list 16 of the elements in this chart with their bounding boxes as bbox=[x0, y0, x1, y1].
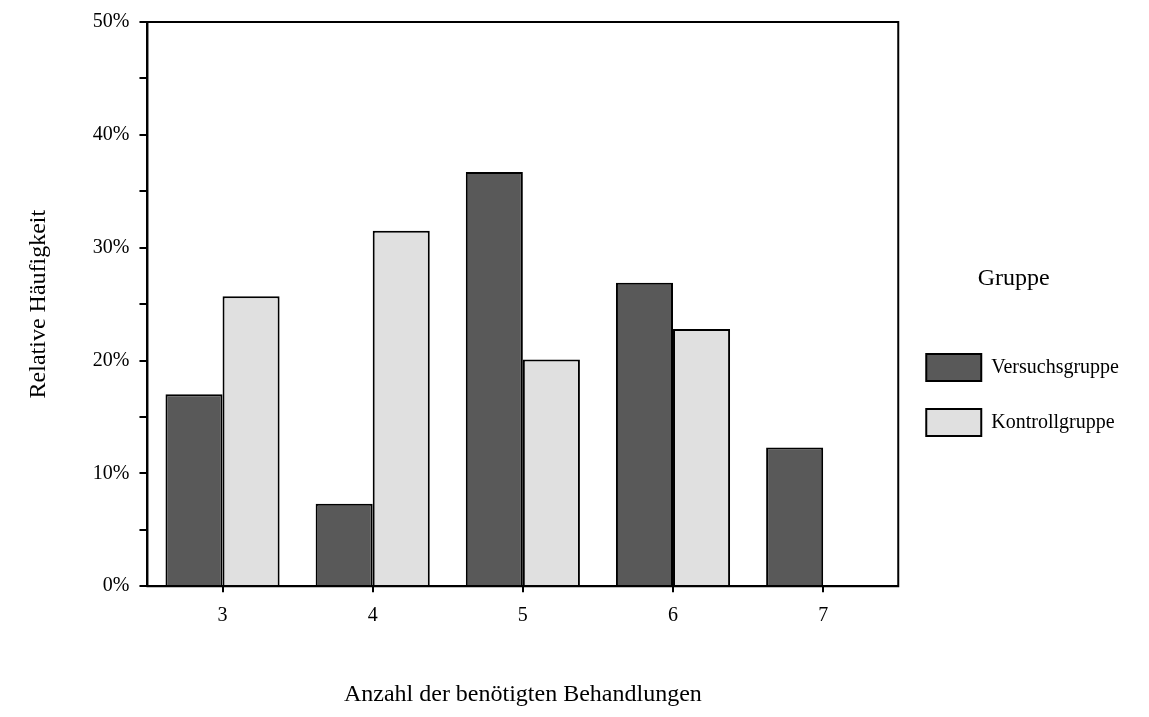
y-tick-label: 40% bbox=[92, 122, 130, 145]
legend-label: Kontrollgruppe bbox=[991, 409, 1115, 433]
x-tick-label: 5 bbox=[517, 603, 528, 626]
y-axis-title: Relative Häufigkeit bbox=[23, 209, 50, 399]
legend-label: Versuchsgruppe bbox=[991, 354, 1120, 378]
legend-title: Gruppe bbox=[977, 264, 1050, 291]
x-tick-label: 6 bbox=[668, 603, 679, 626]
x-tick-label: 4 bbox=[367, 603, 378, 626]
x-axis-title: Anzahl der benötigten Behandlungen bbox=[343, 679, 702, 706]
x-tick-label: 7 bbox=[818, 603, 829, 626]
y-tick-label: 10% bbox=[92, 460, 130, 483]
y-tick-label: 30% bbox=[92, 234, 130, 257]
y-tick-label: 0% bbox=[102, 573, 130, 596]
y-tick-label: 50% bbox=[92, 9, 130, 32]
y-tick-label: 20% bbox=[92, 347, 130, 370]
x-tick-label: 3 bbox=[217, 603, 228, 626]
